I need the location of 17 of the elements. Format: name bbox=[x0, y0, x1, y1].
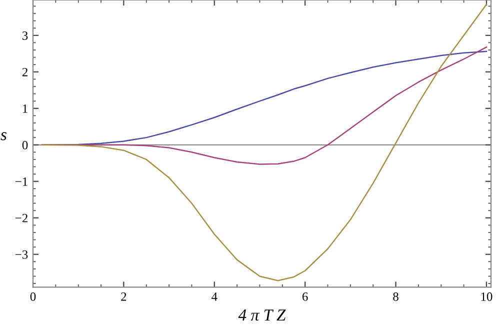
x-axis-title: 4 π T Z bbox=[238, 310, 286, 321]
y-tick-label: 2 bbox=[22, 68, 28, 76]
x-tick-label: 2 bbox=[121, 292, 126, 301]
y-tick-label: −2 bbox=[15, 214, 28, 222]
y-tick-label: 0 bbox=[22, 140, 28, 150]
x-tick-label: 8 bbox=[393, 292, 398, 301]
y-axis-title: s bbox=[0, 132, 6, 140]
y-tick-label: 1 bbox=[22, 104, 28, 113]
line-series bbox=[41, 46, 488, 165]
x-tick-label: 4 bbox=[212, 292, 218, 301]
x-tick-label: 0 bbox=[30, 292, 36, 301]
y-tick-label: 3 bbox=[22, 31, 28, 40]
x-tick-label: 6 bbox=[302, 292, 308, 301]
line-series bbox=[41, 4, 488, 282]
y-tick-label: −1 bbox=[15, 177, 28, 186]
y-tick-label: −3 bbox=[15, 250, 28, 259]
x-tick-label: 10 bbox=[481, 292, 492, 301]
